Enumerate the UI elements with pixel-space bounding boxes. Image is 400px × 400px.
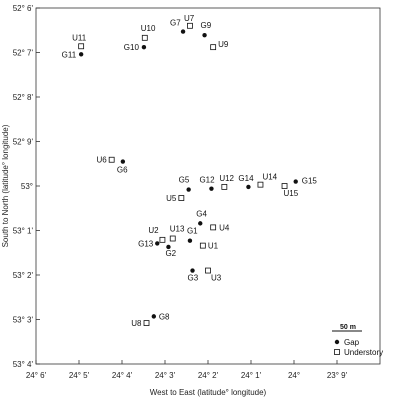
point-label: U12: [219, 174, 234, 183]
y-tick-label: 53° 1': [13, 227, 34, 236]
point-label: G8: [159, 312, 170, 321]
gap-point: [202, 32, 207, 38]
y-tick-label: 52° 6': [13, 4, 34, 13]
gap-point: [186, 187, 191, 192]
point-label: U14: [262, 173, 277, 182]
x-tick-label: 24°: [288, 371, 300, 380]
point-label: G10: [124, 43, 140, 52]
point-label: U7: [184, 14, 195, 23]
point-label: G6: [117, 166, 128, 175]
y-tick-label: 52° 9': [13, 138, 34, 147]
gap-point: [246, 184, 251, 190]
point-label: G2: [165, 249, 176, 258]
point-label: U6: [96, 156, 107, 165]
gap-point: [293, 179, 298, 184]
x-axis-title: West to East (latitude° longitude): [150, 388, 267, 397]
point-label: G1: [187, 227, 198, 236]
point-label: G11: [62, 50, 77, 59]
gap-point: [78, 52, 84, 57]
gap-point: [198, 221, 203, 226]
x-tick-label: 24° 3': [155, 371, 176, 380]
legend-understory-label: Understory: [344, 348, 383, 357]
point-label: U2: [148, 226, 159, 235]
legend-gap-label: Gap: [344, 338, 360, 347]
point-label: U8: [131, 319, 142, 328]
point-label: U3: [211, 274, 222, 283]
gap-point: [155, 241, 160, 246]
x-tick-label: 24° 4': [112, 371, 133, 380]
point-label: G5: [179, 176, 190, 185]
x-tick-label: 23° 9': [327, 371, 348, 380]
gap-point: [209, 186, 214, 191]
understory-point: [210, 44, 217, 51]
legend-understory-marker: [334, 349, 340, 355]
point-label: U15: [284, 189, 299, 198]
point-label: G9: [201, 21, 212, 30]
understory-point: [141, 34, 148, 41]
y-axis-title: South to North (latitude° longitude): [1, 124, 10, 247]
y-tick-label: 53° 3': [13, 316, 34, 325]
x-tick-label: 24° 5': [69, 371, 90, 380]
point-label: G3: [188, 274, 199, 283]
point-label: U13: [170, 225, 185, 234]
gap-point: [166, 244, 171, 250]
point-label: U5: [166, 194, 177, 203]
understory-point: [205, 267, 211, 274]
point-label: G4: [196, 209, 207, 218]
understory-point: [199, 242, 206, 249]
x-tick-label: 24° 1': [241, 371, 262, 380]
point-label: G14: [238, 174, 254, 183]
understory-point: [108, 156, 115, 163]
data-points: G1 G2 G3 G4 G5 G6 G7 G8 G9 G10 G11 G12 G13 G14 G15 U1 U2…: [62, 14, 318, 328]
gap-point: [190, 268, 195, 273]
plot-frame: [35, 7, 381, 365]
understory-point: [169, 235, 176, 242]
understory-point: [210, 224, 217, 231]
point-label: U10: [141, 24, 156, 33]
y-tick-label: 53° 4': [13, 360, 34, 369]
legend: 50 m Gap Understory: [332, 324, 383, 357]
gap-point: [151, 314, 157, 319]
gap-point: [187, 238, 193, 243]
x-tick-label: 24° 2': [198, 371, 219, 380]
y-axis-ticks: 53° 4' 53° 3' 53° 2' 53° 1' 53° 52° 9' 52° 8' 5…: [13, 4, 40, 369]
y-tick-label: 52° 8': [13, 93, 34, 102]
gap-point: [120, 159, 126, 164]
legend-gap-marker: [334, 339, 340, 345]
understory-point: [159, 236, 166, 243]
x-tick-label: 24° 6': [26, 371, 47, 380]
point-label: G12: [199, 176, 215, 185]
x-axis-ticks: 24° 6' 24° 5' 24° 4' 24° 3' 24° 2' 24° 1' 24° 2…: [26, 360, 348, 380]
understory-point: [257, 181, 264, 188]
understory-point: [178, 195, 185, 201]
scale-bar-label: 50 m: [340, 324, 356, 331]
understory-point: [143, 320, 150, 326]
point-label: U1: [208, 242, 219, 251]
point-label: G15: [302, 177, 318, 186]
y-tick-label: 53°: [21, 182, 33, 191]
understory-point: [221, 183, 228, 190]
point-label: G13: [138, 239, 154, 248]
gap-point: [141, 44, 147, 50]
point-label: G7: [170, 19, 181, 28]
understory-point: [281, 183, 288, 189]
y-tick-label: 53° 2': [13, 271, 34, 280]
point-label: U9: [218, 40, 229, 49]
understory-point: [78, 43, 85, 50]
understory-point: [187, 22, 193, 29]
gap-point: [180, 29, 186, 34]
point-label: U4: [219, 223, 230, 232]
y-tick-label: 52° 7': [13, 49, 34, 58]
point-label: U11: [72, 33, 87, 42]
